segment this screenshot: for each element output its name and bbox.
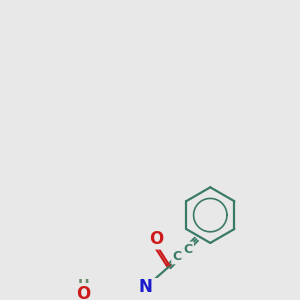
Text: H: H [78,278,89,292]
Text: C: C [184,243,193,256]
Text: C: C [172,250,182,263]
Text: N: N [139,278,153,296]
Polygon shape [117,287,146,300]
Text: O: O [149,230,163,248]
Text: O: O [76,285,91,300]
